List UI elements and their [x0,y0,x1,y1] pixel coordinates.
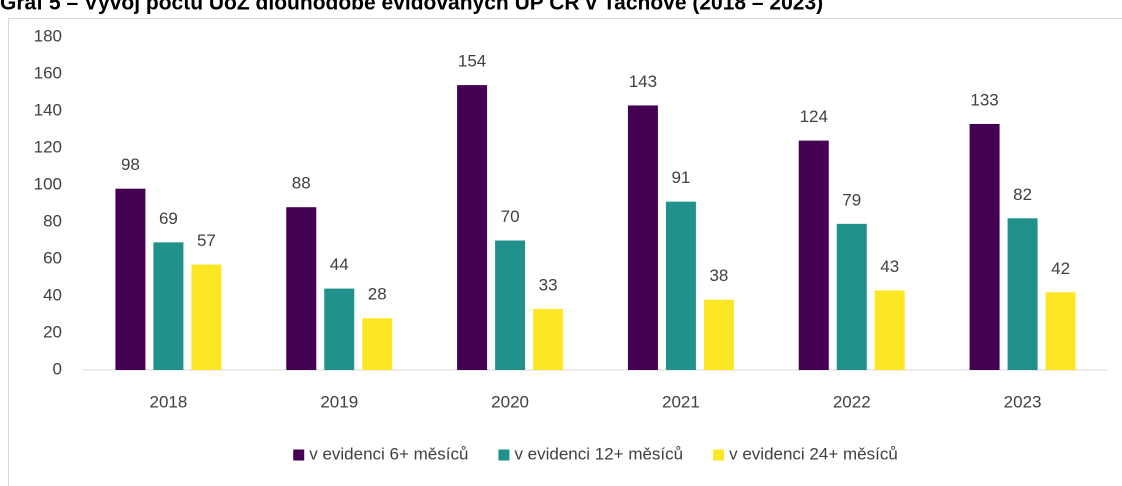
bar [324,288,355,370]
bar [362,318,393,370]
data-label: 124 [800,107,828,126]
bar [874,290,905,370]
y-tick-label: 20 [43,322,62,341]
bar [286,207,317,370]
data-label: 57 [197,231,216,250]
chart-frame [8,18,1122,486]
bar [703,299,734,370]
data-label: 43 [880,257,899,276]
bar [495,240,526,370]
y-tick-label: 0 [53,359,62,378]
x-tick-label: 2018 [150,392,188,411]
legend-item: v evidenci 6+ měsíců [293,444,468,463]
bar [191,264,222,370]
y-tick-label: 120 [34,137,62,156]
y-tick-label: 80 [43,211,62,230]
legend-label: v evidenci 24+ měsíců [729,444,898,463]
legend-swatch [498,449,510,461]
y-tick-label: 40 [43,285,62,304]
legend-item: v evidenci 24+ měsíců [713,444,898,463]
x-tick-label: 2021 [662,392,700,411]
data-label: 69 [159,209,178,228]
x-tick-label: 2019 [320,392,358,411]
bar [457,85,488,370]
data-label: 44 [330,255,349,274]
legend-label: v evidenci 6+ měsíců [309,444,468,463]
data-label: 133 [970,90,998,109]
bar [969,123,1000,370]
data-label: 143 [629,72,657,91]
bar [533,308,564,370]
bar [836,223,867,370]
data-label: 91 [671,168,690,187]
data-label: 82 [1013,185,1032,204]
data-label: 79 [842,190,861,209]
bar [1007,218,1038,370]
bar [798,140,829,370]
y-tick-label: 140 [34,100,62,119]
y-tick-label: 180 [34,26,62,45]
data-label: 42 [1051,259,1070,278]
data-label: 28 [368,285,387,304]
x-tick-label: 2022 [833,392,871,411]
data-label: 154 [458,52,486,71]
legend-item: v evidenci 12+ měsíců [498,444,683,463]
data-label: 70 [501,207,520,226]
data-label: 38 [709,266,728,285]
legend-label: v evidenci 12+ měsíců [514,444,683,463]
y-tick-label: 60 [43,248,62,267]
y-tick-label: 100 [34,174,62,193]
x-tick-label: 2023 [1004,392,1042,411]
x-tick-label: 2020 [491,392,529,411]
data-label: 88 [292,174,311,193]
data-label: 98 [121,155,140,174]
bar [1045,292,1076,370]
data-label: 33 [539,275,558,294]
y-tick-label: 160 [34,63,62,82]
bar [665,201,696,370]
bar [115,188,146,370]
chart-title: Graf 5 – Vývoj počtu UoZ dlouhodobě evid… [0,0,823,15]
bar [627,105,658,370]
bar [153,242,184,370]
legend-swatch [293,449,305,461]
legend-swatch [713,449,725,461]
